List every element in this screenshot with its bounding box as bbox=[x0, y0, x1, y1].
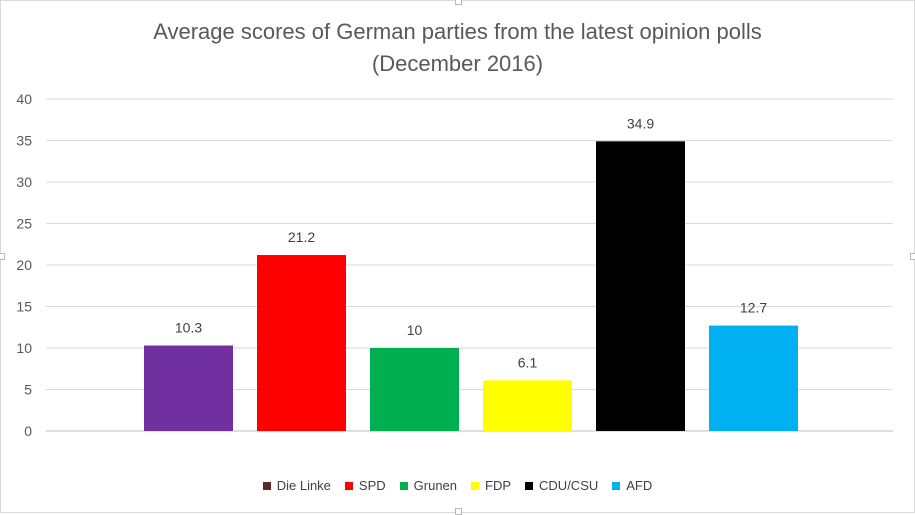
y-tick-label: 25 bbox=[16, 216, 32, 232]
resize-handle-left[interactable] bbox=[0, 253, 5, 260]
resize-handle-top[interactable] bbox=[455, 0, 462, 5]
data-label: 12.7 bbox=[740, 300, 767, 316]
legend-swatch bbox=[525, 481, 534, 490]
legend-label: Die Linke bbox=[276, 478, 331, 493]
data-label: 10.3 bbox=[175, 320, 202, 336]
legend-swatch bbox=[399, 481, 408, 490]
y-tick-label: 0 bbox=[24, 423, 32, 439]
legend-label: SPD bbox=[358, 478, 386, 493]
y-tick-label: 5 bbox=[24, 382, 32, 398]
legend-label: FDP bbox=[485, 478, 512, 493]
legend: Die Linke SPD Grunen FDP CDU/CSU AFD bbox=[0, 478, 915, 493]
y-tick-label: 35 bbox=[16, 133, 32, 149]
chart-title-line-1: Average scores of German parties from th… bbox=[153, 19, 762, 44]
y-tick-label: 10 bbox=[16, 340, 32, 356]
legend-swatch bbox=[262, 481, 271, 490]
bar bbox=[370, 348, 459, 431]
bar bbox=[483, 380, 572, 431]
bar bbox=[144, 345, 233, 431]
legend-item: Die Linke bbox=[262, 478, 331, 493]
y-tick-label: 15 bbox=[16, 299, 32, 315]
legend-label: CDU/CSU bbox=[539, 478, 599, 493]
legend-item: SPD bbox=[344, 478, 386, 493]
legend-item: AFD bbox=[612, 478, 652, 493]
data-label: 10 bbox=[407, 322, 423, 338]
chart-title-line-2: (December 2016) bbox=[371, 51, 544, 76]
data-label: 21.2 bbox=[288, 229, 315, 245]
resize-handle-right[interactable] bbox=[910, 253, 915, 260]
legend-label: AFD bbox=[626, 478, 653, 493]
data-label: 6.1 bbox=[518, 354, 538, 370]
legend-swatch bbox=[471, 481, 480, 490]
chart-title: Average scores of German parties from th… bbox=[0, 16, 915, 80]
y-tick-label: 30 bbox=[16, 174, 32, 190]
legend-swatch bbox=[612, 481, 621, 490]
bar bbox=[709, 325, 798, 431]
legend-swatch bbox=[344, 481, 353, 490]
legend-item: FDP bbox=[471, 478, 511, 493]
legend-label: Grunen bbox=[413, 478, 458, 493]
bar bbox=[596, 141, 685, 431]
y-tick-label: 20 bbox=[16, 257, 32, 273]
y-tick-label: 40 bbox=[16, 91, 32, 107]
data-label: 34.9 bbox=[627, 115, 654, 131]
bar bbox=[257, 255, 346, 431]
legend-item: Grunen bbox=[399, 478, 458, 493]
legend-item: CDU/CSU bbox=[525, 478, 598, 493]
